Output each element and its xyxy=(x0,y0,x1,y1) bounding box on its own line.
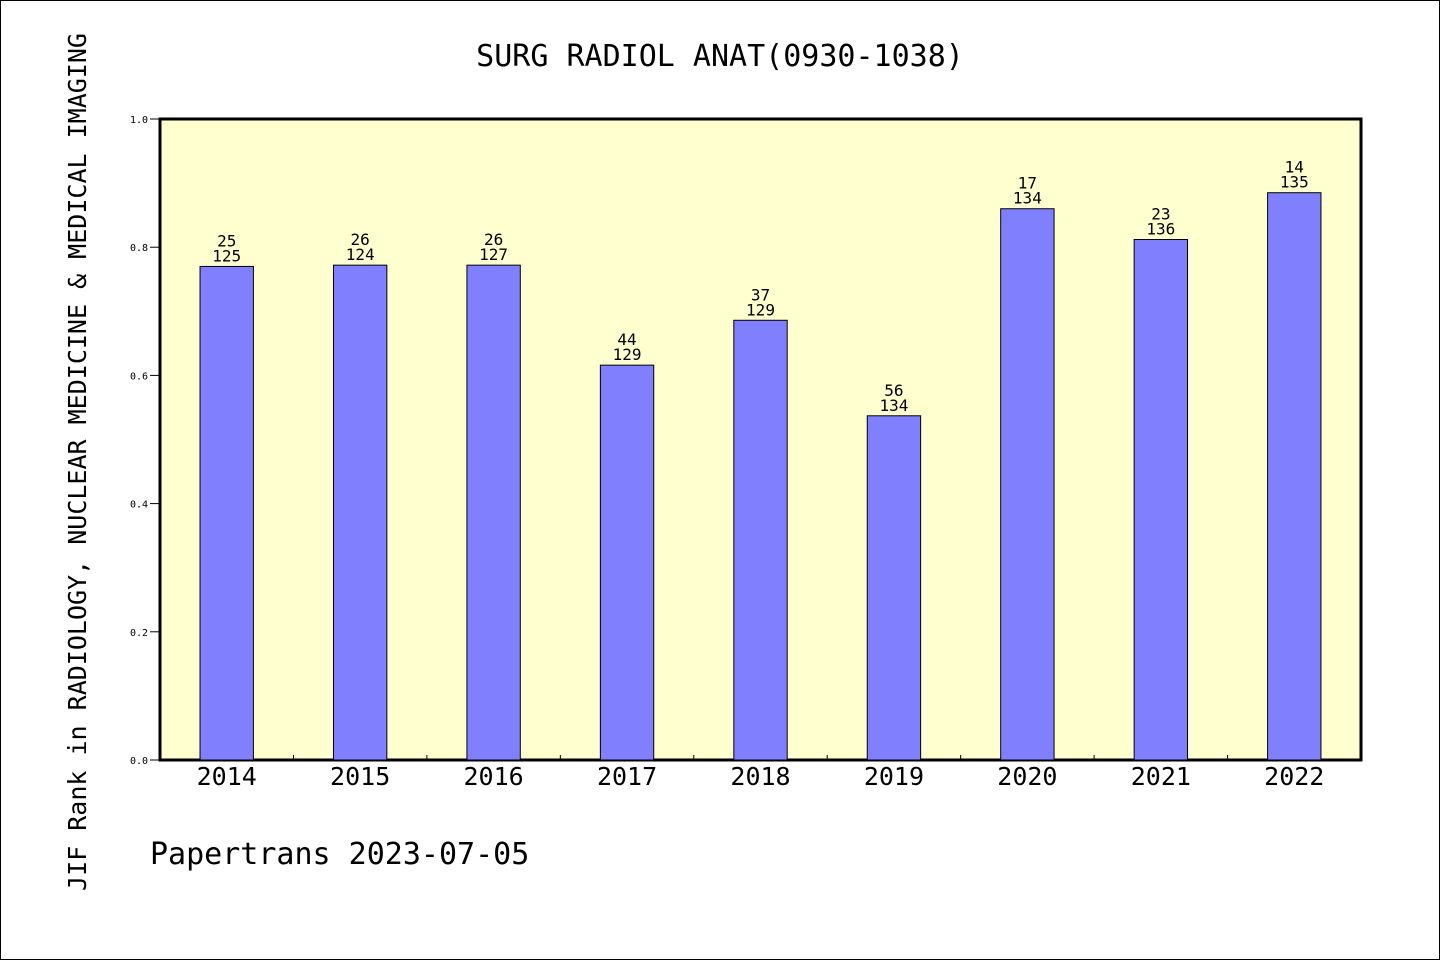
x-tick-label: 2021 xyxy=(1131,762,1191,791)
x-tick-label: 2022 xyxy=(1264,762,1324,791)
bar xyxy=(1133,239,1189,761)
bar-rank-label: 26 xyxy=(484,230,503,249)
x-axis: 2014 2015 2016 2017 2018 2019 2020 2021 2022 xyxy=(197,755,1324,791)
bar xyxy=(466,264,521,761)
bar-total-label: 124 xyxy=(346,245,375,264)
bar-total-label: 136 xyxy=(1146,220,1175,239)
x-tick-label: 2014 xyxy=(197,762,257,791)
bar-rank-label: 17 xyxy=(1018,174,1037,193)
x-tick-label: 2019 xyxy=(864,762,924,791)
y-tick-label: 0.0 xyxy=(130,756,148,767)
bar xyxy=(332,264,388,761)
y-tick-label: 0.4 xyxy=(130,500,148,511)
bar xyxy=(1267,192,1322,761)
bar-total-label: 135 xyxy=(1280,173,1309,192)
bar-series: 2512526124261274412937129561341713423136… xyxy=(199,158,1322,761)
footer-text: Papertrans 2023-07-05 xyxy=(150,837,529,872)
bar-rank-label: 56 xyxy=(884,381,903,400)
bar-total-label: 134 xyxy=(1013,189,1042,208)
y-tick-label: 0.8 xyxy=(130,243,148,254)
x-tick-label: 2017 xyxy=(597,762,657,791)
bar-rank-label: 25 xyxy=(217,231,236,250)
bar-rank-label: 26 xyxy=(351,230,370,249)
bar-rank-label: 44 xyxy=(617,330,636,349)
y-tick-label: 0.2 xyxy=(130,628,148,639)
bar xyxy=(866,415,922,761)
bar xyxy=(1000,208,1055,761)
bar-rank-label: 37 xyxy=(751,285,770,304)
chart-title: SURG RADIOL ANAT(0930-1038) xyxy=(476,39,964,74)
bar-rank-label: 14 xyxy=(1285,158,1304,177)
bar-total-label: 125 xyxy=(212,246,241,265)
y-axis-label: JIF Rank in RADIOLOGY, NUCLEAR MEDICINE … xyxy=(63,33,92,891)
x-tick-label: 2020 xyxy=(997,762,1057,791)
x-tick-label: 2016 xyxy=(464,762,524,791)
y-axis: 0.0 0.2 0.4 0.6 0.8 1.0 xyxy=(130,115,160,767)
x-tick-label: 2015 xyxy=(330,762,390,791)
bar xyxy=(199,265,254,761)
bar-total-label: 129 xyxy=(613,345,642,364)
y-tick-label: 1.0 xyxy=(130,115,148,126)
bar-rank-label: 23 xyxy=(1151,205,1170,224)
bar xyxy=(599,364,655,761)
bar xyxy=(733,319,788,761)
bar-total-label: 129 xyxy=(746,300,775,319)
bar-total-label: 127 xyxy=(479,245,508,264)
x-tick-label: 2018 xyxy=(730,762,790,791)
y-tick-label: 0.6 xyxy=(130,371,148,382)
bar-total-label: 134 xyxy=(879,396,908,415)
